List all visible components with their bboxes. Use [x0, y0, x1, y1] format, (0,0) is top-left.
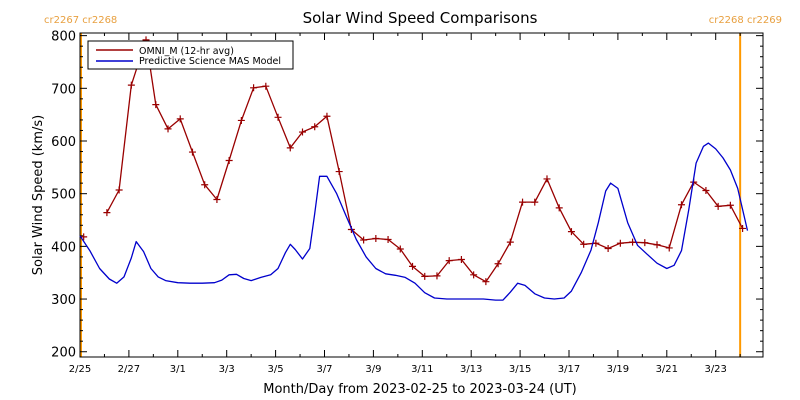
omni-data-point [702, 187, 710, 195]
omni-data-point [311, 123, 319, 131]
x-tick-label: 3/23 [704, 364, 726, 375]
legend: OMNI_M (12-hr avg) Predictive Science MA… [87, 40, 294, 70]
omni-data-point [188, 148, 196, 156]
omni-data-point [665, 244, 673, 252]
omni-data-point [372, 234, 380, 242]
omni-data-point [421, 272, 429, 280]
x-tick-label: 3/15 [509, 364, 531, 375]
y-tick-label: 500 [51, 188, 76, 203]
omni-data-point [543, 175, 551, 183]
omni-data-point [360, 236, 368, 244]
legend-box [87, 40, 294, 70]
y-tick-label: 700 [51, 82, 76, 97]
omni-data-point [714, 202, 722, 210]
omni-data-point [176, 115, 184, 123]
omni-data-point [127, 81, 135, 89]
omni-data-point [494, 260, 502, 268]
omni-data-point [396, 245, 404, 253]
mas-series-line [79, 142, 749, 301]
omni-data-point [653, 241, 661, 249]
y-tick-label: 800 [51, 30, 76, 45]
omni-data-point [506, 238, 514, 246]
y-axis-label: Solar Wind Speed (km/s) [31, 115, 46, 275]
omni-data-point [213, 195, 221, 203]
omni-series-line [106, 39, 744, 283]
omni-data-point [335, 168, 343, 176]
x-tick-label: 3/1 [170, 364, 186, 375]
series-layer [79, 36, 749, 301]
y-tick-label: 200 [51, 346, 76, 361]
omni-data-point [470, 271, 478, 279]
omni-data-point [677, 201, 685, 209]
x-tick-label: 3/17 [558, 364, 580, 375]
x-tick-label: 3/19 [607, 364, 629, 375]
legend-mas-label: Predictive Science MAS Model [139, 56, 281, 67]
omni-data-point [580, 240, 588, 248]
omni-data-point [115, 186, 123, 194]
omni-data-point [274, 113, 282, 121]
legend-omni-label: OMNI_M (12-hr avg) [139, 46, 234, 57]
omni-data-point [616, 239, 624, 247]
x-tick-label: 3/11 [411, 364, 433, 375]
carrington-label: cr2268 cr2269 [709, 15, 782, 26]
x-tick-label: 3/9 [365, 364, 381, 375]
omni-data-point [482, 278, 490, 286]
omni-data-point [250, 84, 258, 92]
chart-title: Solar Wind Speed Comparisons [303, 9, 538, 27]
x-tick-label: 3/13 [460, 364, 482, 375]
x-axis-label: Month/Day from 2023-02-25 to 2023-03-24 … [263, 382, 576, 397]
omni-data-point [726, 201, 734, 209]
omni-data-point [629, 238, 637, 246]
omni-data-point [298, 128, 306, 136]
omni-data-point [555, 204, 563, 212]
y-tick-label: 400 [51, 240, 76, 255]
omni-data-point [237, 116, 245, 124]
omni-data-point [641, 239, 649, 247]
x-tick-label: 3/3 [219, 364, 235, 375]
omni-data-point [323, 112, 331, 120]
x-tick-label: 3/5 [268, 364, 284, 375]
x-tick-label: 3/7 [316, 364, 332, 375]
omni-data-point [433, 272, 441, 280]
omni-data-point [445, 257, 453, 265]
carrington-rotation-layer: cr2267 cr2268 cr2268 cr2269 [44, 15, 782, 357]
omni-data-point [152, 101, 160, 109]
omni-data-point [384, 236, 392, 244]
omni-data-point [457, 256, 465, 264]
omni-data-point [739, 224, 747, 232]
omni-data-point [531, 198, 539, 206]
omni-data-point [164, 125, 172, 133]
omni-data-point [592, 239, 600, 247]
omni-data-point [567, 228, 575, 236]
y-tick-label: 600 [51, 135, 76, 150]
x-tick-label: 2/27 [118, 364, 140, 375]
x-tick-label: 3/21 [656, 364, 678, 375]
carrington-label: cr2267 cr2268 [44, 15, 117, 26]
omni-data-point [409, 262, 417, 270]
y-tick-label: 300 [51, 293, 76, 308]
plot-frame [79, 32, 764, 358]
omni-data-point [604, 244, 612, 252]
omni-data-point [103, 209, 111, 217]
omni-data-point [286, 144, 294, 152]
omni-data-point [201, 181, 209, 189]
omni-data-point [262, 82, 270, 90]
omni-data-point [225, 156, 233, 164]
x-tick-label: 2/25 [69, 364, 91, 375]
axis-ticks: 200 300 400 500 600 700 800 2/25 2/27 3/1 3/3 3/5 3/… [51, 30, 763, 375]
omni-data-point [519, 198, 527, 206]
